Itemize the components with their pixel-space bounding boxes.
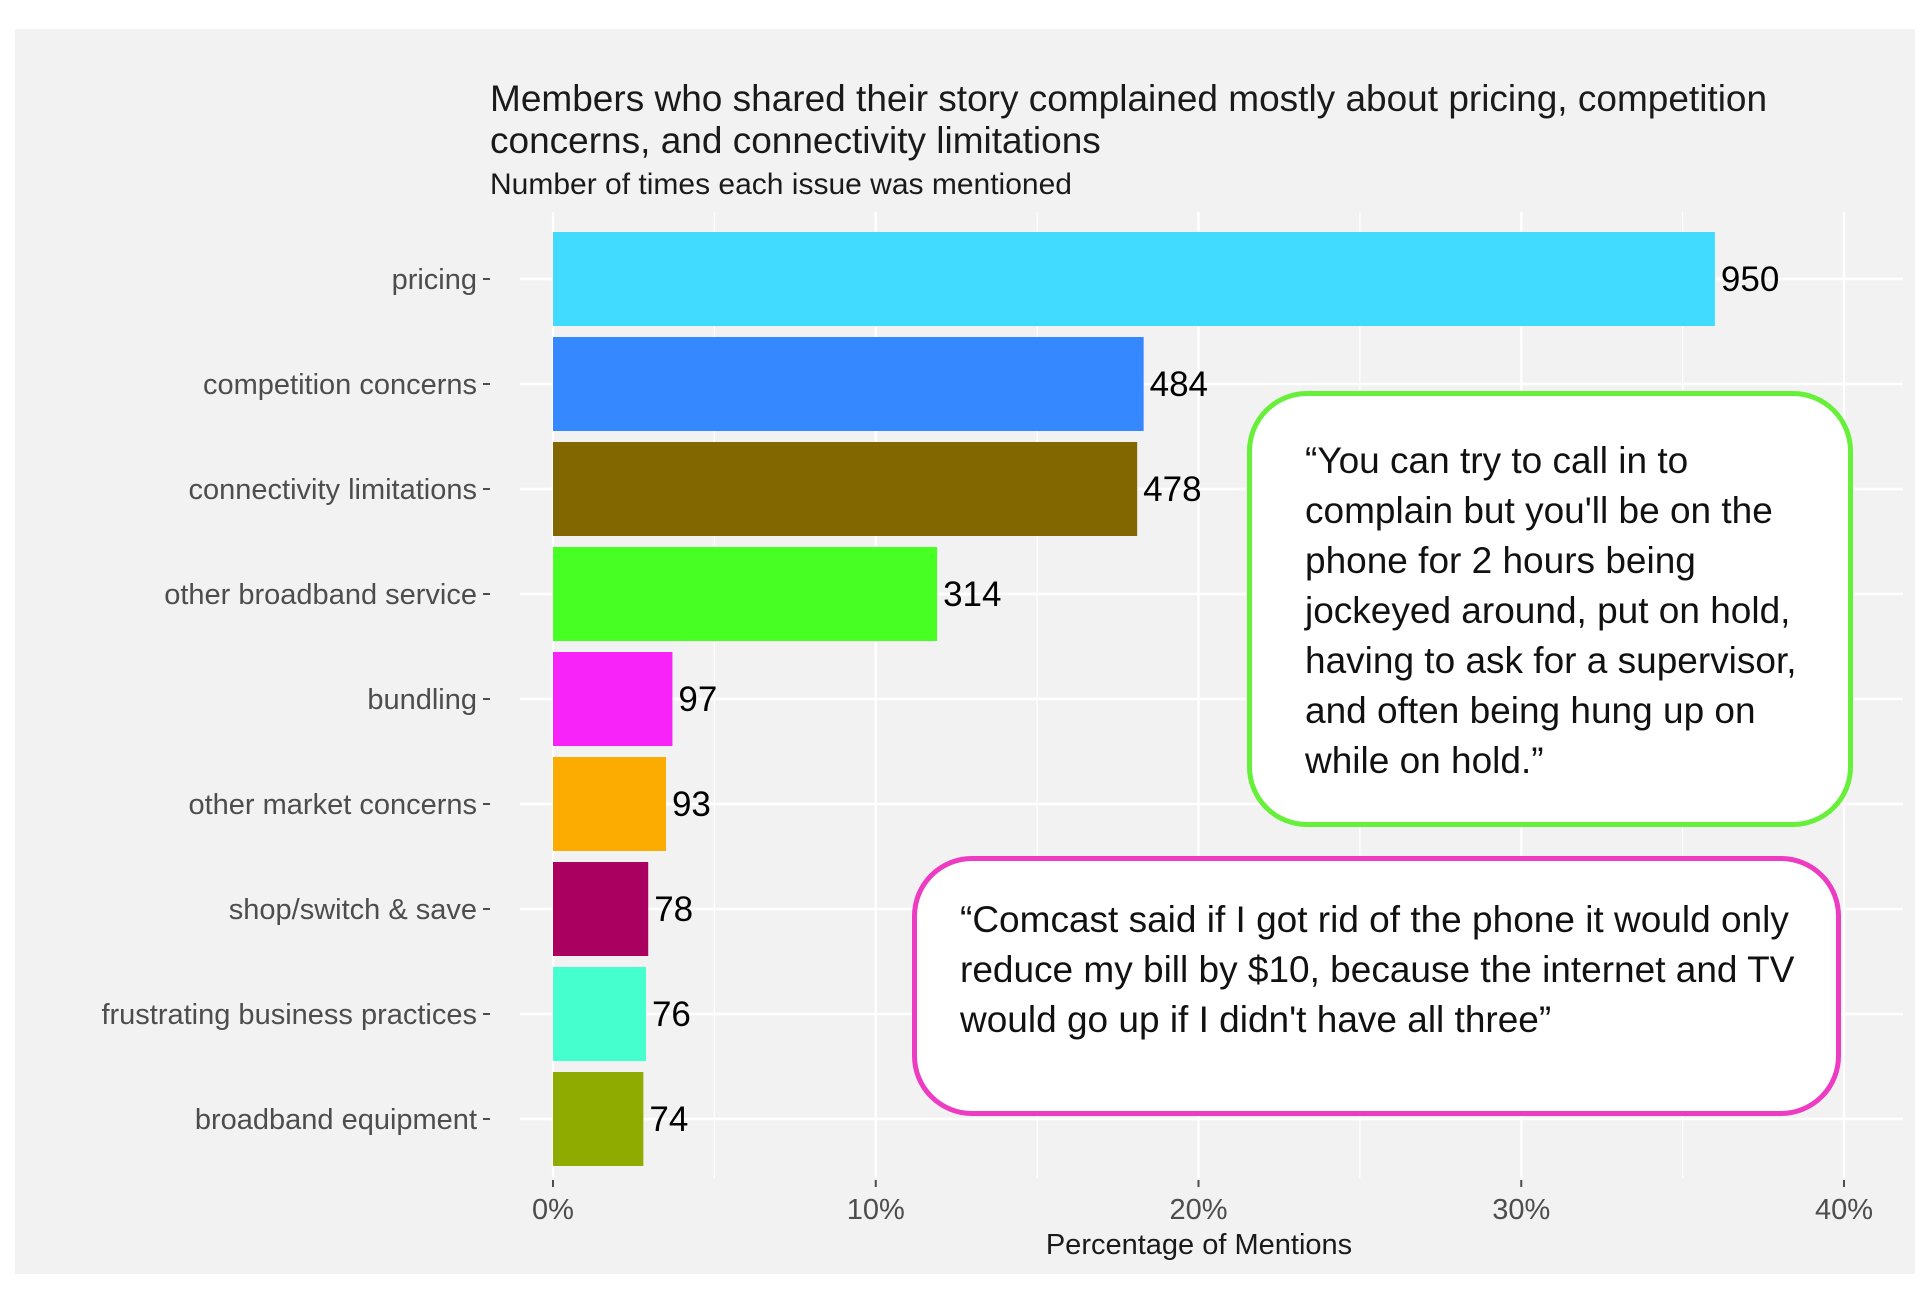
bar-6 — [553, 862, 649, 956]
value-label-6: 78 — [654, 890, 693, 929]
value-label-5: 93 — [672, 785, 711, 824]
y-tick-label-3: other broadband service — [164, 579, 477, 611]
y-tick-label-1: competition concerns — [203, 369, 477, 401]
bar-1 — [553, 337, 1144, 431]
value-label-1: 484 — [1150, 365, 1208, 404]
x-axis: 0% 10% 20% 30% 40% — [532, 1180, 1873, 1226]
value-label-8: 74 — [649, 1100, 688, 1139]
x-tick-label: 20% — [1169, 1194, 1227, 1226]
chart-title: Members who shared their story complaine… — [490, 78, 1768, 161]
y-tick-label-2: connectivity limitations — [189, 474, 478, 506]
x-tick-label: 10% — [847, 1194, 905, 1226]
chart-subtitle: Number of times each issue was mentioned — [490, 168, 1072, 201]
x-tick-label: 0% — [532, 1194, 574, 1226]
x-axis-title: Percentage of Mentions — [1046, 1229, 1352, 1261]
bars — [553, 232, 1715, 1166]
y-tick-label-4: bundling — [367, 684, 477, 716]
quote-callout-green: “You can try to call in to complain but … — [1247, 391, 1853, 827]
bar-8 — [553, 1072, 644, 1166]
y-axis: pricing competition concerns connectivity … — [101, 264, 490, 1136]
y-tick-label-0: pricing — [392, 264, 477, 296]
y-tick-label-8: broadband equipment — [195, 1104, 477, 1136]
value-labels: 950 484 478 314 97 93 78 76 74 — [649, 260, 1779, 1139]
bar-2 — [553, 442, 1138, 536]
x-tick-label: 30% — [1492, 1194, 1550, 1226]
value-label-0: 950 — [1721, 260, 1779, 299]
bar-3 — [553, 547, 938, 641]
y-tick-label-7: frustrating business practices — [101, 999, 477, 1031]
bar-5 — [553, 757, 666, 851]
bar-7 — [553, 967, 646, 1061]
y-tick-label-5: other market concerns — [188, 789, 477, 821]
y-tick-label-6: shop/switch & save — [229, 894, 477, 926]
value-label-7: 76 — [652, 995, 691, 1034]
bar-4 — [553, 652, 673, 746]
value-label-4: 97 — [678, 680, 717, 719]
value-label-3: 314 — [943, 575, 1001, 614]
value-label-2: 478 — [1143, 470, 1201, 509]
x-tick-label: 40% — [1815, 1194, 1873, 1226]
quote-callout-pink: “Comcast said if I got rid of the phone … — [912, 856, 1841, 1116]
bar-0 — [553, 232, 1715, 326]
